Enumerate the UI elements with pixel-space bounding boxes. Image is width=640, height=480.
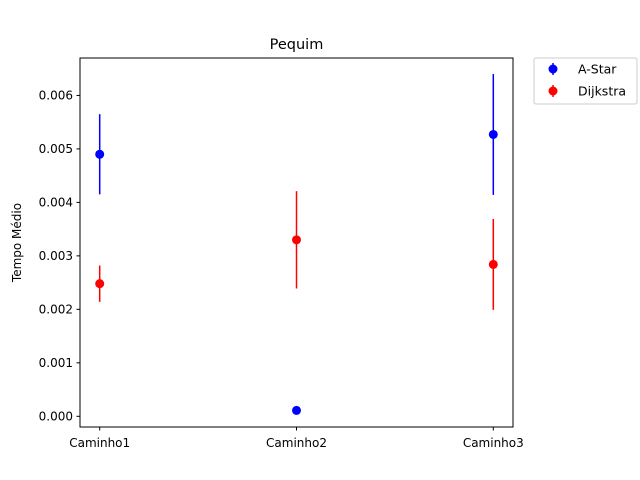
data-point — [95, 149, 105, 159]
x-tick-label: Caminho2 — [266, 436, 327, 450]
y-tick-label: 0.004 — [39, 196, 73, 210]
y-tick-label: 0.001 — [39, 356, 73, 370]
y-tick-label: 0.000 — [39, 410, 73, 424]
legend-frame — [533, 57, 638, 105]
x-tick-label: Caminho1 — [69, 436, 130, 450]
data-point — [488, 259, 498, 269]
data-point — [292, 235, 301, 245]
data-point — [95, 279, 105, 289]
legend: A-Star Dijkstra — [533, 57, 638, 105]
y-tick-label: 0.006 — [39, 89, 73, 103]
legend-marker-icon — [548, 64, 558, 74]
legend-label: Dijkstra — [578, 84, 626, 99]
y-tick-label: 0.002 — [39, 303, 73, 317]
y-tick-label: 0.005 — [39, 142, 73, 156]
x-axis: Caminho1 Caminho2 Caminho3 — [69, 427, 524, 450]
legend-label: A-Star — [578, 62, 617, 77]
plot-marks — [95, 74, 498, 415]
data-point — [292, 405, 301, 415]
x-tick-label: Caminho3 — [463, 436, 524, 450]
y-tick-label: 0.003 — [39, 249, 73, 263]
y-axis: 0.000 0.001 0.002 0.003 0.004 0.005 0.006 — [39, 89, 80, 424]
data-point — [488, 129, 498, 139]
chart-title: Pequim — [270, 37, 324, 53]
y-axis-label: Tempo Médio — [10, 203, 24, 283]
legend-marker-icon — [548, 86, 558, 96]
